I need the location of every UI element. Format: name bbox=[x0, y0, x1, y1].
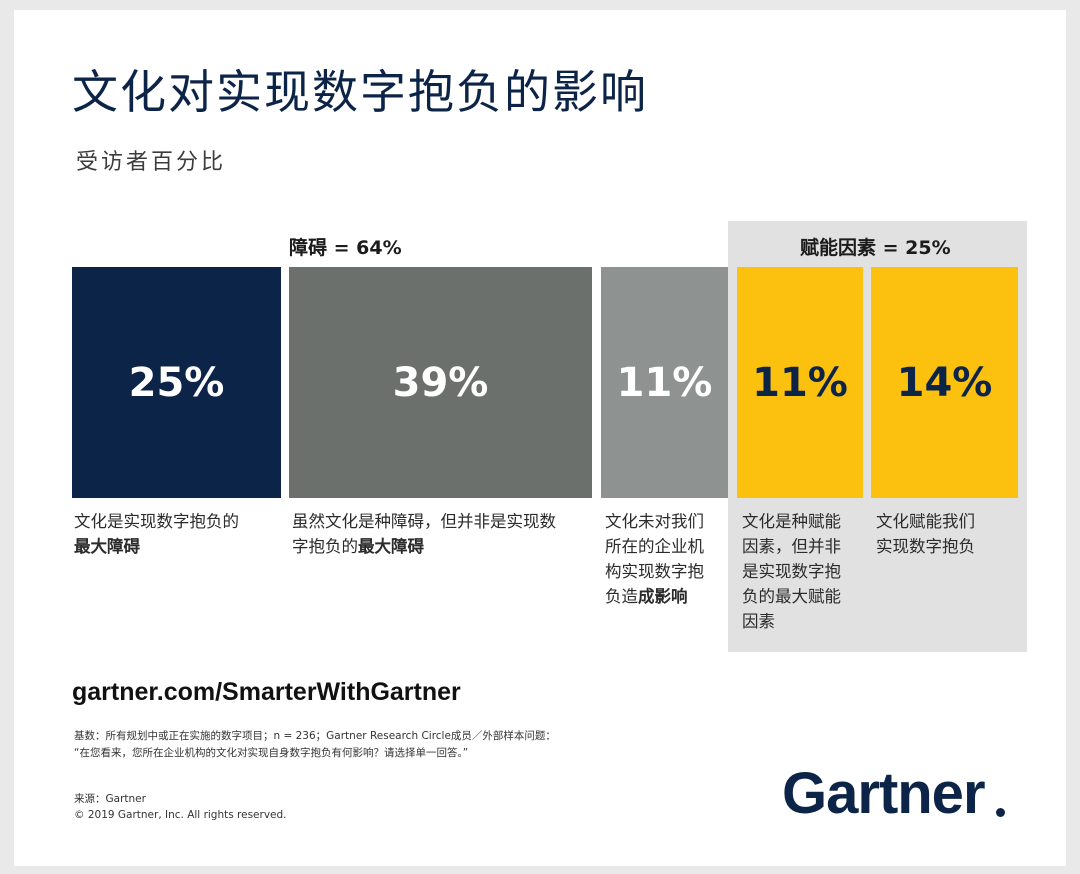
website-link[interactable]: gartner.com/SmarterWithGartner bbox=[72, 678, 461, 706]
bar-description: 文化是种赋能因素，但并非是实现数字抱负的最大赋能因素 bbox=[742, 509, 857, 634]
bar-description-emphasis: 成影响 bbox=[638, 587, 688, 606]
footnote-question: “在您看来，您所在企业机构的文化对实现自身数字抱负有何影响？请选择单一回答。” bbox=[74, 747, 469, 759]
bar-description: 虽然文化是种障碍，但并非是实现数字抱负的最大障碍 bbox=[292, 509, 572, 559]
barrier-group-label: 障碍 = 64% bbox=[289, 237, 402, 259]
bar-value-label: 39% bbox=[392, 359, 489, 406]
logo-dot bbox=[996, 808, 1005, 817]
bar-culture-biggest-barrier: 25% bbox=[72, 267, 281, 498]
bar-description: 文化赋能我们实现数字抱负 bbox=[876, 509, 991, 559]
gartner-logo: Gartner bbox=[782, 761, 986, 826]
bar-value-label: 11% bbox=[616, 359, 713, 406]
bar-description-text: 文化赋能我们实现数字抱负 bbox=[876, 512, 975, 556]
bar-culture-enabler-not-biggest: 11% bbox=[737, 267, 863, 498]
bar-description-text: 虽然文化是种障碍，但并非是实现数字抱负的 bbox=[292, 512, 556, 556]
bar-description-text: 文化是实现数字抱负的 bbox=[74, 512, 239, 531]
copyright-note: © 2019 Gartner, Inc. All rights reserved… bbox=[74, 809, 287, 821]
bar-culture-enables: 14% bbox=[871, 267, 1018, 498]
enabler-group-label: 赋能因素 = 25% bbox=[800, 237, 951, 259]
bar-description: 文化是实现数字抱负的 最大障碍 bbox=[74, 509, 264, 559]
bar-description-emphasis: 最大障碍 bbox=[74, 537, 140, 556]
bar-culture-barrier-not-biggest: 39% bbox=[289, 267, 592, 498]
bar-description-emphasis: 最大障碍 bbox=[358, 537, 424, 556]
bar-value-label: 25% bbox=[128, 359, 225, 406]
bar-description-text: 文化未对我们所在的企业机构实现数字抱负造 bbox=[605, 512, 704, 606]
chart-subtitle: 受访者百分比 bbox=[76, 150, 227, 175]
bar-value-label: 14% bbox=[896, 359, 993, 406]
bar-value-label: 11% bbox=[752, 359, 848, 406]
bar-culture-no-impact: 11% bbox=[601, 267, 728, 498]
chart-title: 文化对实现数字抱负的影响 bbox=[72, 65, 648, 119]
bar-description: 文化未对我们所在的企业机构实现数字抱负造成影响 bbox=[605, 509, 705, 609]
source-note: 来源：Gartner bbox=[74, 793, 146, 805]
footnote-base: 基数：所有规划中或正在实施的数字项目；n = 236；Gartner Resea… bbox=[74, 730, 556, 742]
bar-description-text: 文化是种赋能因素，但并非是实现数字抱负的最大赋能因素 bbox=[742, 512, 841, 631]
